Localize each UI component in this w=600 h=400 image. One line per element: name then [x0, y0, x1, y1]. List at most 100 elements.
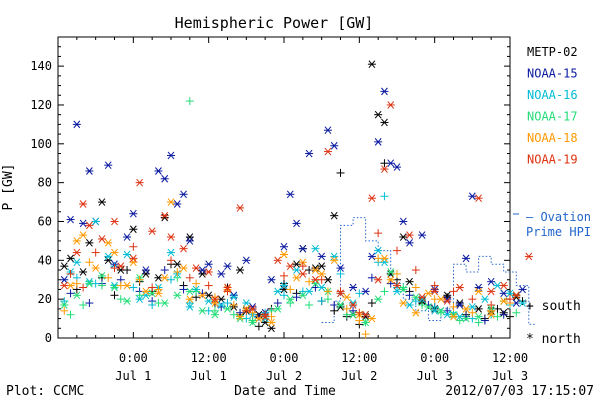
south-point	[280, 271, 288, 280]
north-point-d2	[173, 260, 181, 269]
north-point-d2	[236, 266, 244, 274]
north-point-d2	[368, 60, 376, 69]
north-point-d2	[255, 314, 263, 323]
north-point	[436, 295, 445, 303]
north-point-d2	[73, 291, 81, 300]
north-point	[261, 312, 270, 321]
north-point-d2	[374, 246, 382, 255]
north-point-d2	[79, 268, 87, 276]
data-points	[60, 60, 533, 339]
north-point	[104, 161, 113, 169]
north-point-d2	[387, 159, 395, 168]
north-point-d2	[431, 287, 439, 296]
south-point	[280, 291, 288, 300]
y-tick-label: 20	[38, 292, 52, 306]
south-point	[60, 306, 69, 315]
north-point	[317, 252, 326, 261]
north-point-d2	[224, 283, 231, 292]
south-point	[493, 312, 502, 321]
north-point-d2	[286, 262, 294, 270]
north-point	[374, 246, 383, 255]
south-point	[110, 264, 119, 273]
north-point	[487, 277, 496, 286]
north-point-d2	[494, 281, 501, 290]
north-point-d2	[224, 305, 231, 313]
south-point	[380, 192, 389, 201]
north-point	[185, 287, 194, 296]
north-point	[236, 312, 245, 321]
legend-series-label: NOAA-19	[527, 153, 578, 167]
south-point	[355, 316, 364, 325]
north-point-d2	[199, 306, 206, 315]
north-point-d2	[167, 151, 175, 160]
north-point-d2	[60, 275, 68, 284]
south-point	[236, 308, 245, 317]
north-point-d2	[211, 295, 219, 303]
north-point	[424, 289, 433, 298]
north-point	[380, 258, 389, 267]
north-point	[123, 297, 132, 305]
north-point-d2	[406, 277, 413, 286]
north-point-d2	[173, 291, 181, 300]
north-point-d2	[268, 324, 275, 333]
y-tick-label: 0	[45, 331, 52, 345]
north-point-d2	[381, 258, 388, 267]
north-point-d2	[349, 283, 357, 292]
south-point	[317, 297, 326, 306]
north-point-d2	[155, 289, 162, 298]
south-point	[336, 287, 345, 296]
north-point	[487, 310, 496, 319]
north-point	[336, 264, 345, 272]
north-point-d2	[217, 295, 225, 303]
north-point	[185, 233, 194, 241]
north-point	[167, 248, 175, 257]
north-point	[374, 295, 383, 303]
south-point	[242, 306, 251, 315]
north-point	[160, 273, 169, 282]
north-point-d2	[129, 254, 137, 263]
north-point	[173, 260, 182, 269]
south-point	[66, 269, 75, 278]
north-point-d2	[186, 303, 194, 311]
north-point-d2	[129, 258, 137, 267]
north-point-d2	[381, 254, 388, 263]
north-point-d2	[330, 141, 338, 150]
north-point-d2	[349, 301, 357, 309]
x-tick-label-date: Jul 2	[266, 369, 302, 383]
north-point-d2	[161, 211, 169, 220]
north-point-d2	[462, 305, 470, 313]
north-point	[462, 314, 471, 323]
north-point	[349, 283, 358, 292]
north-point-d2	[211, 310, 219, 319]
north-point-d2	[312, 275, 319, 284]
south-point	[443, 293, 452, 302]
north-point	[267, 318, 276, 327]
north-point-d2	[161, 174, 169, 183]
north-point	[443, 297, 452, 305]
north-point	[361, 287, 370, 296]
south-point	[292, 293, 301, 302]
north-point	[198, 270, 207, 278]
north-point-d2	[142, 291, 150, 300]
north-point	[418, 293, 427, 302]
north-point-d2	[167, 248, 175, 257]
north-point	[424, 303, 433, 311]
north-point	[267, 324, 276, 333]
north-point-d2	[387, 268, 395, 276]
north-point-d2	[299, 291, 307, 300]
north-point-d2	[399, 217, 407, 226]
north-point-d2	[500, 297, 508, 305]
north-point-d2	[86, 239, 93, 247]
legend-symbol-entry: + south	[526, 299, 581, 314]
north-point	[167, 151, 175, 160]
north-point-d2	[230, 293, 238, 302]
south-point	[210, 306, 219, 315]
north-point-d2	[443, 310, 451, 319]
south-point	[198, 289, 207, 298]
north-point	[110, 217, 119, 226]
north-point-d2	[142, 287, 150, 296]
north-point	[305, 287, 314, 296]
south-point	[361, 330, 370, 339]
north-point	[462, 305, 471, 313]
south-point	[449, 287, 458, 296]
